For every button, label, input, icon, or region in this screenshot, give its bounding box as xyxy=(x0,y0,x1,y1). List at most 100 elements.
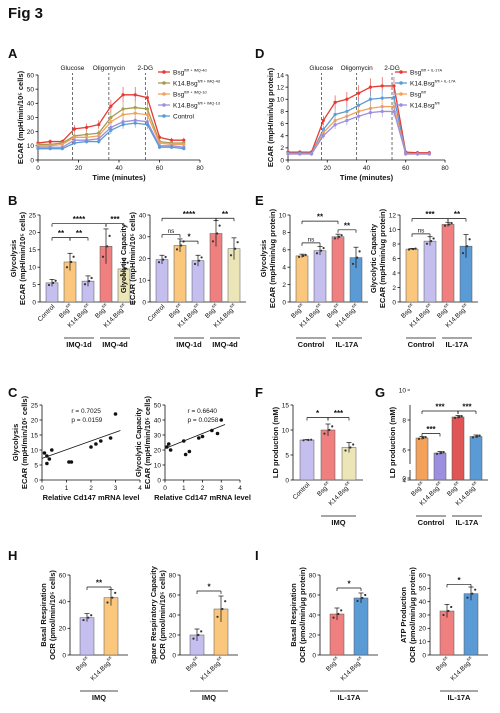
dot xyxy=(422,436,425,440)
y-axis-label: Glycolytic Capacity xyxy=(119,223,128,293)
dot xyxy=(364,593,367,597)
y-tick-label: 10 xyxy=(29,265,37,272)
y-axis-label: Glycolysis xyxy=(9,240,18,278)
dot xyxy=(332,616,335,619)
stat-annotation: p = 0.0159 xyxy=(71,417,102,424)
dot xyxy=(90,614,93,617)
x-tick-label: Bsgfl/fl xyxy=(435,302,453,320)
data-point xyxy=(333,118,337,123)
y-tick-label: 40 xyxy=(59,599,67,606)
y-tick-label: 30 xyxy=(139,234,147,241)
x-tick-label: Control xyxy=(147,303,167,323)
bar-chart-E2: 0 2 4 6 8 10 12 Glycolytic Capacity ECAR (mpH/mi… xyxy=(369,208,478,349)
legend-label: Bsgfl/fl + IMQ-4d xyxy=(173,67,207,76)
scatter-point xyxy=(166,442,171,446)
y-tick-label: 25 xyxy=(29,212,37,219)
y-axis-label: Glycolytic Capacity xyxy=(134,407,143,477)
group-label: IMQ xyxy=(202,693,216,702)
legend-label: Bsgfl/fl xyxy=(410,89,426,98)
dot xyxy=(358,250,361,253)
dot xyxy=(414,247,417,250)
injection-label: Glucose xyxy=(309,65,333,72)
sig-label: ** xyxy=(58,229,65,238)
panel-letter: F xyxy=(255,385,263,400)
y-tick-label: 20 xyxy=(31,417,39,424)
x-axis-label: Time (minutes) xyxy=(340,173,394,182)
dot xyxy=(65,266,69,269)
legend-label: K14.Bsgfl/fl + IMQ-1d xyxy=(173,100,220,109)
dot xyxy=(356,256,359,259)
data-point xyxy=(182,138,186,142)
bar xyxy=(299,439,315,481)
dot xyxy=(430,240,433,243)
dot xyxy=(443,224,447,227)
stat-annotation: r = 0.7025 xyxy=(71,408,101,415)
dot xyxy=(90,276,93,280)
y-tick-label: 40 xyxy=(419,599,427,606)
dot xyxy=(192,637,195,640)
data-point xyxy=(97,137,101,141)
x-tick-label: Control xyxy=(292,481,312,501)
data-point xyxy=(298,152,302,156)
bar xyxy=(451,416,465,481)
data-point xyxy=(97,139,101,144)
bar xyxy=(463,593,479,656)
dot xyxy=(407,248,411,251)
sig-label: ns xyxy=(418,227,426,234)
bar xyxy=(423,240,437,303)
data-point xyxy=(380,109,384,114)
injection-label: Oligomycin xyxy=(93,65,126,72)
dot xyxy=(101,255,105,258)
y-tick-label: 2 xyxy=(280,145,284,152)
data-point xyxy=(415,152,420,156)
dot xyxy=(351,262,355,265)
data-point xyxy=(380,84,384,88)
data-point xyxy=(309,152,314,156)
data-point xyxy=(145,113,149,117)
x-tick-label: 40 xyxy=(115,165,123,172)
y-tick-label: 20 xyxy=(169,632,177,639)
dot xyxy=(450,222,453,225)
dot xyxy=(216,615,219,618)
x-tick-label: Bsgfl/fl xyxy=(445,480,463,498)
dot xyxy=(323,432,326,435)
dot xyxy=(54,279,57,282)
sig-label: *** xyxy=(334,409,344,418)
x-tick-label: 20 xyxy=(324,165,332,172)
x-tick-label: Control xyxy=(37,303,57,323)
y-tick-label: 14 xyxy=(277,72,285,79)
dot xyxy=(447,609,450,613)
y-tick-label: 8 xyxy=(402,417,406,424)
dot xyxy=(302,254,305,257)
x-axis-label: Relative Cd147 mRNA level xyxy=(43,493,140,502)
x-tick-label: K14.Bsgfl/fl xyxy=(198,655,225,682)
y-tick-label: 5 xyxy=(34,462,38,469)
dot xyxy=(216,232,219,235)
dot xyxy=(478,434,481,437)
y-tick-label: 5 xyxy=(285,452,289,459)
data-point xyxy=(380,96,384,100)
panel-letter: G xyxy=(375,385,385,400)
data-point xyxy=(321,131,325,135)
sig-label: ns xyxy=(168,228,176,235)
injection-label: 2-DG xyxy=(384,65,400,72)
dot xyxy=(361,596,364,600)
data-point xyxy=(121,107,125,111)
y-tick-label: 0 xyxy=(285,477,289,484)
data-point xyxy=(357,103,361,107)
dot xyxy=(200,630,203,633)
x-tick-label: Bsgfl/fl xyxy=(315,480,333,498)
x-tick-label: 4 xyxy=(138,485,142,492)
data-point xyxy=(36,147,40,151)
dot xyxy=(333,237,337,240)
data-point xyxy=(72,135,77,139)
dot xyxy=(442,613,445,617)
y-tick-label: 10 xyxy=(27,143,35,150)
sig-label: * xyxy=(316,409,320,418)
dot xyxy=(83,283,87,286)
group-label: Control xyxy=(408,340,435,349)
y-tick-label: 15 xyxy=(29,247,37,254)
x-tick-label: K14.Bsgfl/fl xyxy=(338,655,365,682)
data-point xyxy=(182,142,186,147)
scatter-point xyxy=(89,445,93,449)
